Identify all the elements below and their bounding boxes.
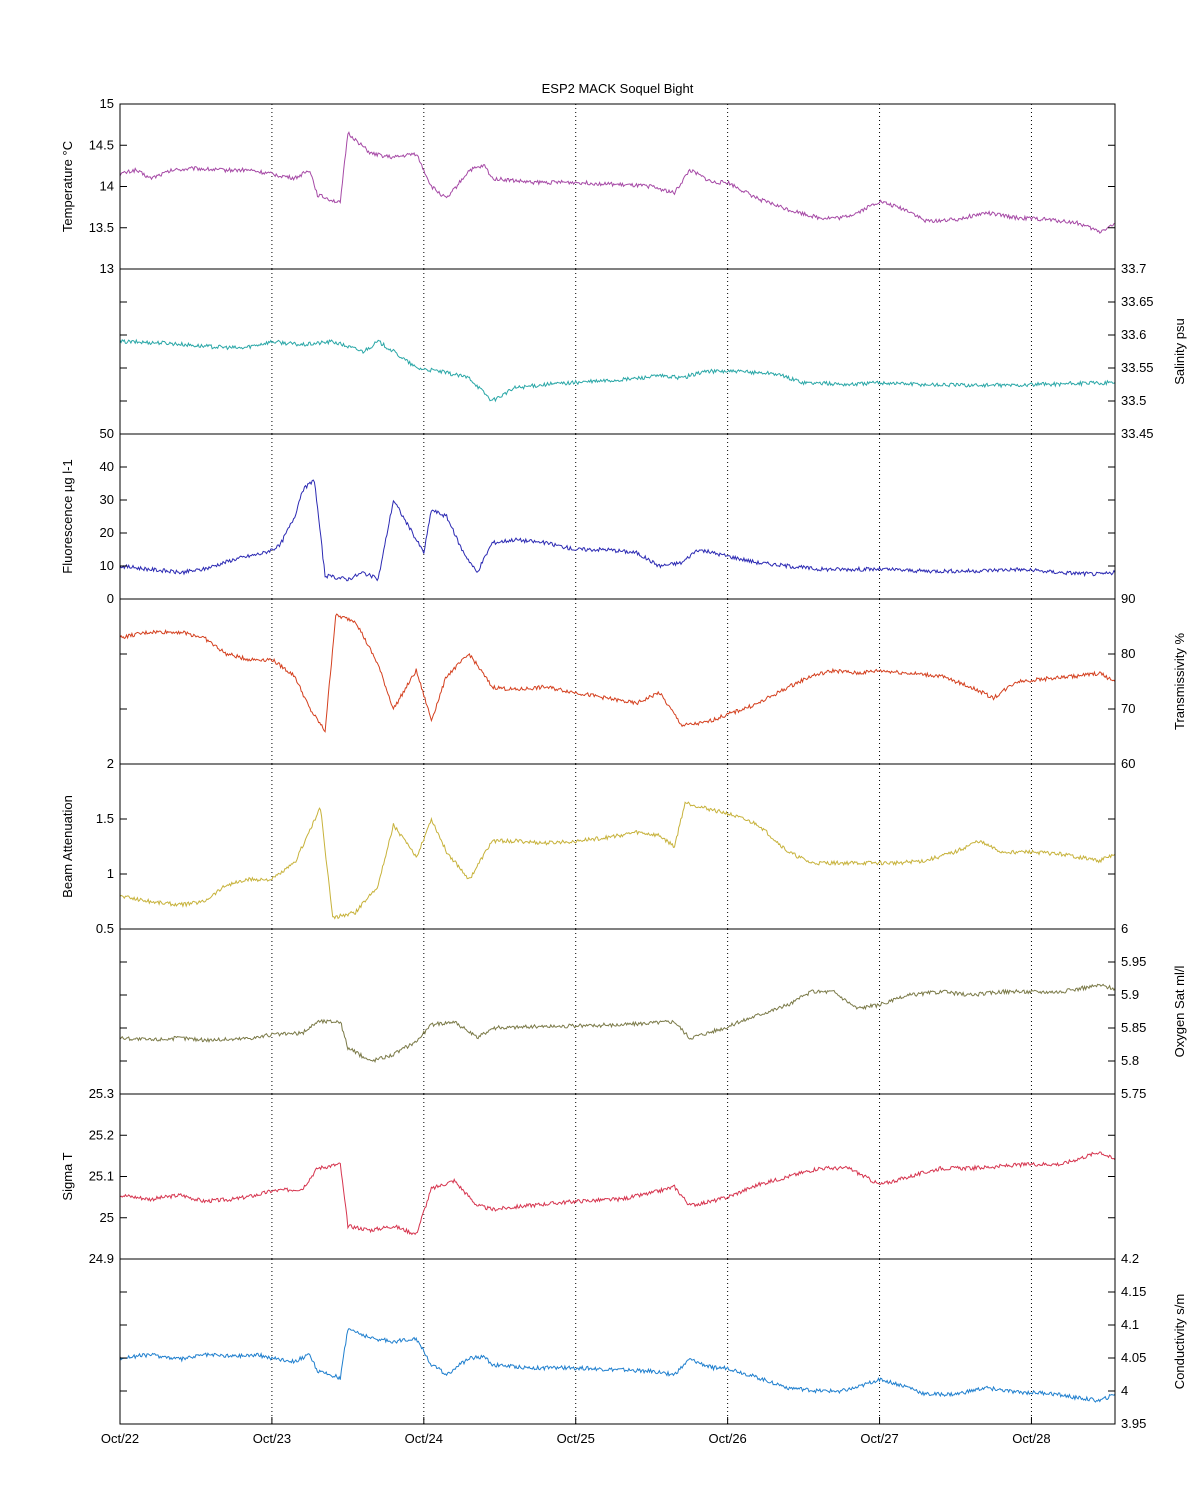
y-tick-label: 25.2 xyxy=(89,1127,114,1142)
series-line xyxy=(119,1151,1116,1236)
x-tick-label: Oct/27 xyxy=(860,1431,898,1446)
y-tick-label: 30 xyxy=(100,492,114,507)
y-tick-label: 33.45 xyxy=(1121,426,1154,441)
panel-frame xyxy=(119,268,1116,435)
series-line xyxy=(119,338,1116,403)
x-tick-label: Oct/26 xyxy=(708,1431,746,1446)
y-axis-label: Beam Attenuation xyxy=(60,795,75,898)
y-tick-label: 13 xyxy=(100,261,114,276)
series-line xyxy=(119,801,1116,920)
series-line xyxy=(119,131,1116,234)
y-axis-label: Fluorescence µg l-1 xyxy=(60,459,75,573)
y-tick-label: 5.9 xyxy=(1121,987,1139,1002)
y-tick-label: 0.5 xyxy=(96,921,114,936)
panel-frame xyxy=(119,598,1116,765)
x-axis: Oct/22 Oct/23 Oct/24 Oct/25 Oct/26 Oct/27 Oct/… xyxy=(101,1417,1051,1446)
panel-6: 24.9 25 25.1 25.2 25.3 Sigma T xyxy=(60,1086,1116,1266)
x-tick-label: Oct/22 xyxy=(101,1431,139,1446)
y-tick-label: 4.05 xyxy=(1121,1350,1146,1365)
y-tick-label: 3.95 xyxy=(1121,1416,1146,1431)
y-tick-label: 6 xyxy=(1121,921,1128,936)
y-tick-label: 25.1 xyxy=(89,1169,114,1184)
y-tick-label: 1.5 xyxy=(96,811,114,826)
y-tick-label: 90 xyxy=(1121,591,1135,606)
panel-frame xyxy=(119,1258,1116,1425)
y-tick-label: 60 xyxy=(1121,756,1135,771)
x-tick-label: Oct/23 xyxy=(253,1431,291,1446)
panel-frame xyxy=(119,103,1116,270)
y-tick-label: 1 xyxy=(107,866,114,881)
y-tick-label: 4.1 xyxy=(1121,1317,1139,1332)
y-tick-label: 5.8 xyxy=(1121,1053,1139,1068)
y-tick-label: 20 xyxy=(100,525,114,540)
y-tick-label: 25.3 xyxy=(89,1086,114,1101)
chart-title: ESP2 MACK Soquel Bight xyxy=(542,81,694,96)
y-tick-label: 10 xyxy=(100,558,114,573)
series-line xyxy=(119,1327,1116,1403)
y-tick-label: 4.2 xyxy=(1121,1251,1139,1266)
series-line xyxy=(119,479,1116,582)
panel-1: 33.45 33.5 33.55 33.6 33.65 33.7 Salinity psu xyxy=(119,261,1187,441)
x-tick-label: Oct/25 xyxy=(557,1431,595,1446)
y-tick-label: 13.5 xyxy=(89,220,114,235)
y-tick-label: 5.85 xyxy=(1121,1020,1146,1035)
y-tick-label: 40 xyxy=(100,459,114,474)
y-tick-label: 14 xyxy=(100,179,114,194)
y-axis-label: Transmissivity % xyxy=(1172,633,1187,730)
y-tick-label: 33.6 xyxy=(1121,327,1146,342)
panel-3: 60 70 80 90 Transmissivity % xyxy=(119,591,1187,771)
y-tick-label: 33.5 xyxy=(1121,393,1146,408)
y-axis-label: Temperature °C xyxy=(60,141,75,232)
y-tick-label: 4 xyxy=(1121,1383,1128,1398)
y-tick-label: 25 xyxy=(100,1210,114,1225)
panel-7: 3.95 4 4.05 4.1 4.15 4.2 Conductivity s/m xyxy=(119,1251,1187,1431)
panel-frame xyxy=(119,928,1116,1095)
y-tick-label: 14.5 xyxy=(89,137,114,152)
y-tick-label: 5.75 xyxy=(1121,1086,1146,1101)
panel-4: 0.5 1 1.5 2 Beam Attenuation xyxy=(60,756,1116,936)
y-tick-label: 4.15 xyxy=(1121,1284,1146,1299)
y-tick-label: 2 xyxy=(107,756,114,771)
panel-2: 0 10 20 30 40 50 Fluorescence µg l-1 xyxy=(60,426,1116,606)
y-tick-label: 80 xyxy=(1121,646,1135,661)
y-axis-label: Sigma T xyxy=(60,1152,75,1200)
y-tick-label: 33.55 xyxy=(1121,360,1154,375)
y-tick-label: 33.7 xyxy=(1121,261,1146,276)
y-tick-label: 70 xyxy=(1121,701,1135,716)
y-tick-label: 5.95 xyxy=(1121,954,1146,969)
panel-5: 5.75 5.8 5.85 5.9 5.95 6 Oxygen Sat ml/l xyxy=(119,921,1187,1101)
panel-frame xyxy=(119,1093,1116,1260)
y-tick-label: 15 xyxy=(100,96,114,111)
y-axis-label: Oxygen Sat ml/l xyxy=(1172,966,1187,1058)
y-tick-label: 33.65 xyxy=(1121,294,1154,309)
y-tick-label: 24.9 xyxy=(89,1251,114,1266)
y-tick-label: 50 xyxy=(100,426,114,441)
x-tick-label: Oct/24 xyxy=(405,1431,443,1446)
x-tick-label: Oct/28 xyxy=(1012,1431,1050,1446)
panel-0: 13 13.5 14 14.5 15 Temperature °C xyxy=(60,96,1116,276)
y-axis-label: Salinity psu xyxy=(1172,318,1187,384)
y-axis-label: Conductivity s/m xyxy=(1172,1294,1187,1389)
series-line xyxy=(119,983,1116,1063)
series-line xyxy=(119,613,1116,733)
y-tick-label: 0 xyxy=(107,591,114,606)
panel-frame xyxy=(119,433,1116,600)
